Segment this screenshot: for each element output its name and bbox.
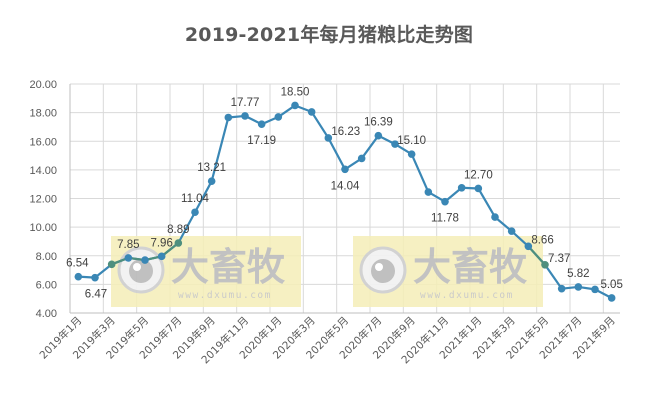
y-tick-label: 4.00 xyxy=(36,308,57,320)
watermark-url: www.dxumu.com xyxy=(178,290,272,301)
chart-title: 2019-2021年每月猪粮比走势图 xyxy=(184,24,474,46)
data-point-marker xyxy=(424,188,433,196)
data-point-marker xyxy=(191,208,199,217)
data-point-marker xyxy=(91,273,99,282)
data-label: 16.23 xyxy=(331,126,360,138)
data-point-marker xyxy=(224,113,233,122)
data-point-marker xyxy=(257,120,266,129)
data-point-marker xyxy=(274,113,283,121)
watermark-logo-pupil-icon xyxy=(129,259,153,283)
watermark-url: www.dxumu.com xyxy=(420,290,514,301)
watermark-text: 大畜牧 xyxy=(171,245,286,289)
y-tick-label: 14.00 xyxy=(29,165,57,177)
y-tick-label: 6.00 xyxy=(36,279,57,291)
data-point-marker xyxy=(407,150,416,158)
y-tick-label: 16.00 xyxy=(29,136,57,148)
data-point-marker xyxy=(241,112,249,120)
data-point-marker xyxy=(207,177,216,185)
data-point-marker xyxy=(557,284,566,293)
y-tick-label: 12.00 xyxy=(29,194,57,206)
data-label: 7.85 xyxy=(117,239,139,251)
data-label: 16.39 xyxy=(364,117,393,129)
data-label: 18.50 xyxy=(281,86,310,98)
data-point-marker xyxy=(391,140,399,148)
data-point-marker xyxy=(324,134,333,142)
data-label: 5.05 xyxy=(600,279,622,291)
data-point-marker xyxy=(291,101,299,110)
data-point-marker xyxy=(441,197,449,206)
data-point-marker xyxy=(141,256,149,264)
y-tick-label: 18.00 xyxy=(29,108,57,120)
watermark-logo-glint-icon xyxy=(375,263,383,271)
data-point-marker xyxy=(74,272,83,281)
data-point-marker xyxy=(607,294,616,302)
y-axis: 4.00 6.00 8.00 10.00 12.00 14.00 16.00 18.00 20.… xyxy=(29,79,57,320)
watermark-text: 大畜牧 xyxy=(413,245,528,289)
data-label: 8.89 xyxy=(167,224,189,236)
data-point-marker xyxy=(107,260,116,269)
data-label: 8.66 xyxy=(531,234,553,246)
data-point-marker xyxy=(474,184,483,193)
data-point-marker xyxy=(374,131,383,140)
x-axis: 2019年1月2019年3月2019年5月2019年7月2019年9月2019年… xyxy=(37,84,620,366)
data-label: 7.96 xyxy=(150,237,172,249)
data-label: 12.70 xyxy=(464,169,493,181)
data-label: 11.04 xyxy=(181,193,210,205)
data-point-marker xyxy=(491,213,499,221)
y-tick-label: 20.00 xyxy=(29,79,57,91)
data-point-marker xyxy=(591,285,599,294)
data-point-marker xyxy=(457,183,466,192)
data-label: 13.21 xyxy=(197,162,226,174)
data-label: 5.82 xyxy=(567,268,589,280)
data-point-marker xyxy=(507,227,516,235)
y-tick-label: 8.00 xyxy=(36,251,57,263)
data-label: 6.47 xyxy=(85,289,107,301)
watermark-logo-pupil-icon xyxy=(371,259,395,283)
data-point-marker xyxy=(574,283,583,291)
data-label: 7.37 xyxy=(548,253,570,265)
data-point-marker xyxy=(124,254,133,262)
data-label: 14.04 xyxy=(331,180,360,192)
data-label: 15.10 xyxy=(397,135,426,147)
y-tick-label: 10.00 xyxy=(29,222,57,234)
series-line-watermark xyxy=(527,245,546,266)
data-label: 17.77 xyxy=(231,97,260,109)
watermark-logo-glint-icon xyxy=(133,263,141,271)
data-point-marker xyxy=(524,242,533,251)
data-point-marker xyxy=(174,239,183,247)
data-series xyxy=(74,101,616,302)
data-point-marker xyxy=(541,260,549,269)
data-label: 17.19 xyxy=(247,135,276,147)
data-point-marker xyxy=(307,108,316,116)
data-point-marker xyxy=(341,165,349,174)
data-point-marker xyxy=(157,252,166,261)
data-labels: 6.54 6.47 7.85 7.968.89 11.04 13.21 17.77 17.19… xyxy=(66,86,623,300)
data-label: 11.78 xyxy=(431,213,459,225)
data-label: 6.54 xyxy=(66,258,89,270)
data-point-marker xyxy=(357,154,366,163)
